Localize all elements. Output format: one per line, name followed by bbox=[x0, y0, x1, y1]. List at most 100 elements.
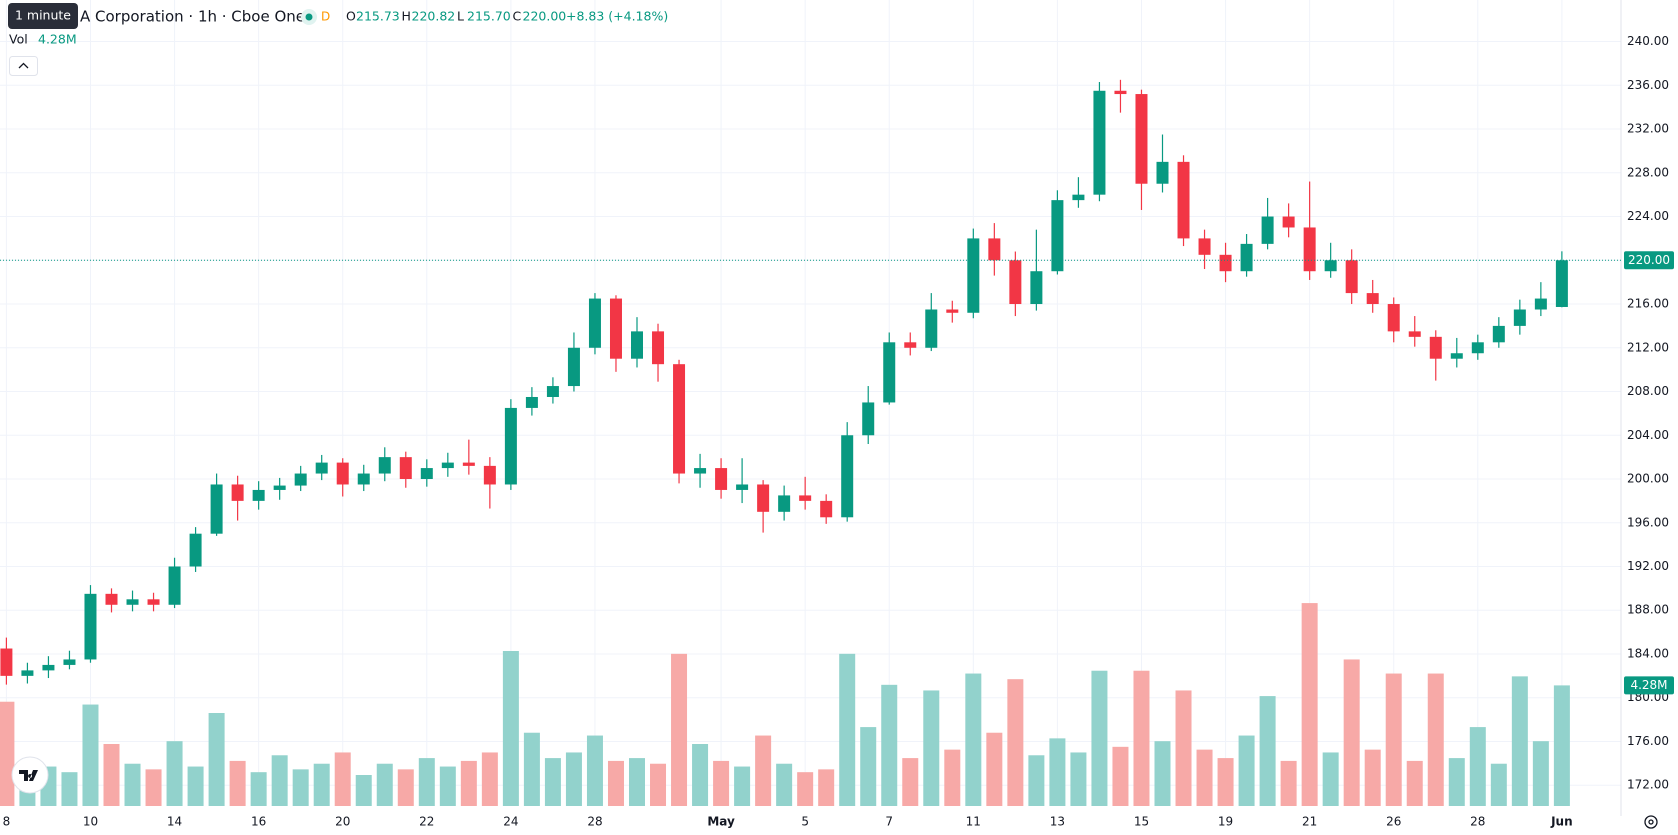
volume-label: Vol bbox=[9, 32, 28, 47]
volume-bar bbox=[1175, 690, 1192, 806]
volume-bar bbox=[1217, 758, 1234, 806]
candle-body bbox=[841, 435, 854, 518]
ohlc-key: O bbox=[346, 9, 356, 24]
ohlc-value: 215.70 bbox=[467, 9, 511, 24]
volume-bar bbox=[124, 763, 141, 806]
candle-body bbox=[1030, 271, 1043, 305]
candle-body bbox=[778, 495, 791, 512]
badge[interactable]: D bbox=[321, 10, 330, 24]
x-tick-label: 26 bbox=[1386, 815, 1401, 829]
volume-bar bbox=[1364, 749, 1381, 806]
candle-body bbox=[0, 648, 13, 676]
ohlc-value: 220.00 bbox=[523, 9, 567, 24]
candle-body bbox=[294, 473, 307, 486]
volume-bar bbox=[229, 760, 246, 806]
ohlc-value: 220.82 bbox=[412, 9, 456, 24]
volume-bar bbox=[586, 735, 603, 806]
volume-bar bbox=[166, 741, 183, 806]
tooltip-text: 1 minute bbox=[15, 8, 71, 23]
x-tick-label: 15 bbox=[1134, 815, 1149, 829]
x-tick-label: 16 bbox=[251, 815, 266, 829]
volume-bar bbox=[1049, 738, 1066, 806]
x-tick-label: 19 bbox=[1218, 815, 1233, 829]
settings-icon[interactable] bbox=[1644, 815, 1658, 829]
candle-body bbox=[462, 462, 475, 466]
candle-body bbox=[483, 465, 496, 485]
volume-bar bbox=[923, 690, 940, 806]
volume-bar bbox=[776, 763, 793, 806]
candle-body bbox=[1429, 336, 1442, 359]
volume-bar bbox=[61, 772, 78, 806]
volume-bar bbox=[1343, 659, 1360, 806]
volume-bar bbox=[1154, 741, 1171, 806]
last-price-label: 220.00 bbox=[1628, 253, 1670, 267]
volume-bar bbox=[0, 701, 15, 806]
y-tick-label: 224.00 bbox=[1627, 209, 1669, 223]
candle-body bbox=[273, 485, 286, 490]
collapse-button[interactable] bbox=[9, 56, 38, 76]
last-volume-box bbox=[1624, 676, 1674, 695]
volume-bar bbox=[187, 766, 204, 806]
x-tick-label: 24 bbox=[503, 815, 518, 829]
candle-body bbox=[652, 331, 665, 365]
candle-body bbox=[1261, 216, 1274, 244]
x-tick-label: 5 bbox=[801, 815, 809, 829]
x-tick-label: 22 bbox=[419, 815, 434, 829]
volume-bar bbox=[1490, 763, 1507, 806]
candle-body bbox=[189, 533, 202, 567]
candle-body bbox=[1240, 243, 1253, 272]
x-tick-label: 28 bbox=[587, 815, 602, 829]
candle-body bbox=[147, 599, 160, 605]
ohlc-key: H bbox=[402, 9, 411, 24]
last-price-box bbox=[1624, 251, 1674, 270]
candle-body bbox=[609, 298, 622, 359]
candle-body bbox=[904, 342, 917, 348]
y-tick-label: 216.00 bbox=[1627, 297, 1669, 311]
volume-bar bbox=[1406, 760, 1423, 806]
candle-body bbox=[1534, 298, 1547, 310]
candle-body bbox=[210, 484, 223, 534]
volume-value: 4.28M bbox=[38, 32, 77, 47]
volume-pane bbox=[0, 603, 1570, 806]
y-tick-label: 208.00 bbox=[1627, 384, 1669, 398]
candle-body bbox=[631, 331, 643, 359]
volume-bar bbox=[944, 749, 961, 806]
candle-body bbox=[1282, 216, 1295, 228]
candle-body bbox=[1345, 260, 1358, 294]
candle-body bbox=[1156, 161, 1169, 184]
volume-bar bbox=[965, 673, 982, 806]
x-tick-label: 10 bbox=[83, 815, 98, 829]
symbol-title: A Corporation · 1h · Cboe One bbox=[80, 8, 305, 26]
volume-bar bbox=[376, 763, 393, 806]
ohlc-key: C bbox=[513, 9, 522, 24]
x-tick-label: 13 bbox=[1050, 815, 1065, 829]
volume-bar bbox=[544, 758, 561, 806]
candle-body bbox=[1513, 309, 1526, 326]
candle-body bbox=[1051, 200, 1064, 272]
volume-bar bbox=[481, 752, 498, 806]
volume-bar bbox=[1448, 758, 1465, 806]
change: +8.83 (+4.18%) bbox=[566, 9, 668, 24]
x-tick-label: 14 bbox=[167, 815, 182, 829]
y-tick-label: 232.00 bbox=[1627, 122, 1669, 136]
candle-body bbox=[883, 342, 896, 403]
volume-bar bbox=[502, 651, 519, 806]
candle-body bbox=[399, 457, 412, 480]
candle-body bbox=[1387, 304, 1400, 332]
volume-bar bbox=[1280, 760, 1297, 806]
candle-body bbox=[1471, 342, 1484, 354]
candle-body bbox=[694, 468, 707, 474]
last-volume-label: 4.28M bbox=[1630, 678, 1667, 692]
tv-logo[interactable] bbox=[11, 756, 49, 794]
volume-bar bbox=[1238, 735, 1255, 806]
candle-body bbox=[1135, 94, 1148, 184]
volume-bar bbox=[818, 769, 835, 806]
candle-body bbox=[525, 396, 538, 408]
candle-body bbox=[736, 484, 749, 490]
volume-bar bbox=[1028, 755, 1045, 806]
volume-bar bbox=[145, 769, 162, 806]
candle-body bbox=[504, 407, 517, 485]
volume-bar bbox=[713, 760, 730, 806]
